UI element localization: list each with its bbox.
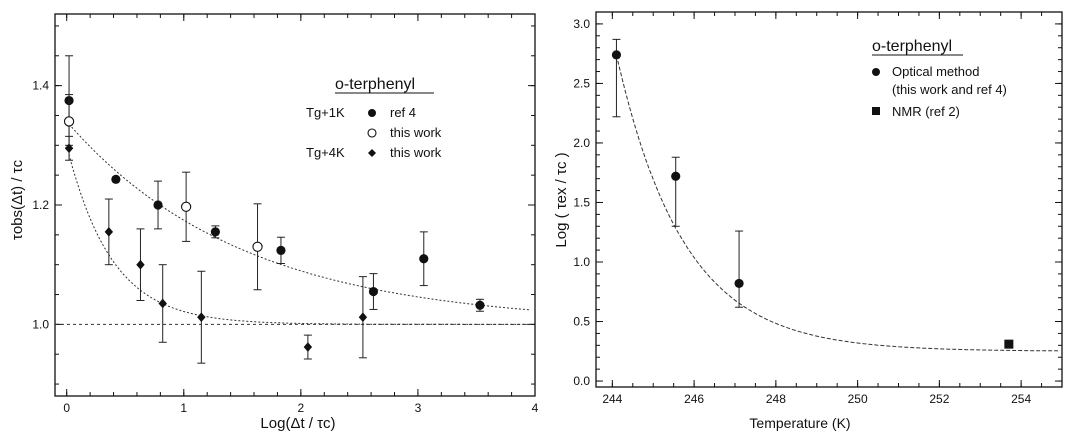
x-tick-label: 248 (766, 392, 786, 406)
data-point-open-circle (180, 201, 192, 212)
data-point-filled-circle (153, 200, 163, 210)
x-tick-label: 4 (532, 401, 539, 415)
data-point-filled-diamond (303, 342, 313, 352)
data-point-filled-circle (475, 300, 485, 310)
left-x-axis-label: Log(Δt / τc) (260, 415, 335, 432)
x-tick-label: 246 (684, 392, 704, 406)
data-point-filled-diamond (136, 259, 145, 270)
legend-filled-diamond-marker (368, 149, 376, 157)
left-y-axis-label: τobs(Δt) / τc (9, 159, 26, 240)
data-point-filled-circle (210, 227, 220, 237)
data-point-filled-diamond (358, 312, 368, 323)
y-tick-label: 1.0 (32, 317, 49, 331)
x-tick-label: 3 (415, 401, 422, 415)
x-tick-label: 244 (602, 392, 622, 406)
right-x-axis-label: Temperature (K) (749, 415, 850, 431)
y-tick-label: 0.0 (573, 374, 590, 388)
data-point-filled-diamond (158, 298, 167, 309)
y-tick-label: 2.0 (573, 136, 590, 150)
legend-filled-circle-marker (872, 68, 880, 76)
y-tick-label: 2.5 (573, 76, 590, 90)
x-tick-label: 254 (1011, 392, 1031, 406)
left-fit-curves (68, 123, 530, 325)
legend-filled-square-marker (872, 107, 880, 115)
left-legend-group-2: Tg+4K (306, 145, 345, 160)
data-point-filled-circle (611, 50, 622, 60)
data-point-filled-circle (368, 286, 379, 297)
y-tick-label: 0.5 (573, 315, 590, 329)
left-axis-ticks: 0 1 2 3 4 1.0 1.2 1.4 (32, 14, 539, 415)
data-point-filled-diamond (64, 143, 74, 154)
right-legend-sublabel-1: (this work and ref 4) (892, 82, 1007, 97)
data-point-filled-diamond (104, 227, 114, 237)
right-data-markers (611, 38, 1014, 349)
data-point-filled-circle (671, 171, 681, 181)
fit-curve-tg4k (68, 154, 530, 325)
left-legend-title: o-terphenyl (335, 76, 415, 93)
left-data-markers (63, 55, 485, 364)
right-legend-label-1: Optical method (892, 64, 979, 79)
data-point-filled-square (1004, 339, 1014, 349)
right-legend-title: o-terphenyl (872, 38, 952, 55)
data-point-filled-circle (419, 254, 429, 264)
x-tick-label: 252 (929, 392, 949, 406)
right-chart: 244 246 248 250 252 2540.00.51.01.52.02.53.0 … (553, 11, 1063, 431)
left-plot-frame (54, 13, 536, 397)
left-legend-label-2: this work (390, 125, 442, 140)
left-legend-group-1: Tg+1K (306, 105, 345, 120)
legend-open-circle-marker (367, 128, 377, 138)
right-fit-curves (615, 54, 1058, 352)
left-legend-label-3: this work (390, 145, 442, 160)
data-point-filled-diamond (197, 312, 206, 323)
x-tick-label: 250 (848, 392, 868, 406)
fit-curve-temperature (615, 54, 1058, 352)
data-point-filled-circle (734, 278, 744, 289)
x-tick-label: 2 (298, 401, 305, 415)
y-tick-label: 1.5 (573, 195, 590, 209)
y-tick-label: 3.0 (573, 17, 590, 31)
fit-curve-tg1k (68, 123, 530, 311)
data-point-filled-circle (276, 245, 286, 255)
left-legend-label-1: ref 4 (390, 105, 416, 120)
right-legend: o-terphenyl Optical method (this work an… (872, 38, 1007, 119)
left-legend: o-terphenyl Tg+1K ref 4 this work Tg+4K … (306, 76, 442, 160)
y-tick-label: 1.2 (32, 198, 49, 212)
y-tick-label: 1.0 (573, 255, 590, 269)
x-tick-label: 1 (180, 401, 187, 415)
right-axis-ticks: 244 246 248 250 252 254 0.0 0.5 1.0 1.5 2.0 2.5 3.0 (573, 11, 1063, 406)
data-point-open-circle (63, 116, 75, 127)
left-chart: 0 1 2 3 4 1.0 1.2 1.4 Log(Δt / τc) τobs(Δt) / τ… (9, 13, 539, 432)
right-plot-frame (595, 11, 1063, 388)
x-tick-label: 0 (63, 401, 70, 415)
legend-filled-circle-marker (368, 109, 376, 117)
data-point-open-circle (252, 241, 263, 252)
right-y-axis-label: Log ( τex / τc ) (553, 152, 570, 247)
y-tick-label: 1.4 (32, 79, 49, 93)
right-legend-label-2: NMR (ref 2) (892, 104, 960, 119)
data-point-filled-circle (111, 174, 121, 184)
